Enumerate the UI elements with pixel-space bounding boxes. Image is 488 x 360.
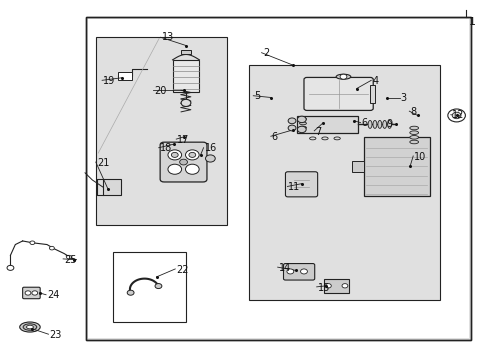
- Bar: [86, 17, 470, 339]
- FancyBboxPatch shape: [22, 287, 40, 299]
- Circle shape: [297, 126, 305, 133]
- Text: 12: 12: [451, 111, 463, 121]
- Text: 22: 22: [176, 265, 188, 275]
- Circle shape: [171, 152, 178, 157]
- Ellipse shape: [409, 126, 418, 130]
- FancyBboxPatch shape: [160, 142, 206, 182]
- Ellipse shape: [377, 121, 381, 129]
- Circle shape: [287, 118, 295, 124]
- Circle shape: [155, 284, 162, 289]
- FancyBboxPatch shape: [283, 264, 314, 280]
- FancyBboxPatch shape: [285, 172, 317, 197]
- Bar: [249, 65, 439, 300]
- Circle shape: [339, 74, 346, 79]
- Text: 1: 1: [468, 17, 475, 27]
- Circle shape: [167, 150, 181, 160]
- Ellipse shape: [299, 122, 306, 125]
- Text: 18: 18: [159, 143, 172, 153]
- Circle shape: [30, 241, 35, 244]
- Bar: [103, 179, 121, 195]
- Circle shape: [325, 284, 330, 288]
- Ellipse shape: [299, 126, 306, 129]
- Text: 21: 21: [97, 158, 109, 168]
- Bar: [351, 161, 363, 172]
- Circle shape: [188, 152, 195, 157]
- Ellipse shape: [387, 121, 391, 129]
- Text: 5: 5: [254, 91, 260, 101]
- Text: 17: 17: [177, 135, 189, 145]
- Bar: [369, 85, 374, 103]
- Text: 7: 7: [315, 127, 321, 136]
- Text: 8: 8: [409, 107, 416, 117]
- Circle shape: [25, 291, 31, 295]
- Circle shape: [32, 291, 38, 295]
- Circle shape: [185, 150, 199, 160]
- Ellipse shape: [23, 324, 37, 330]
- Text: 6: 6: [271, 132, 277, 142]
- Text: 3: 3: [400, 93, 406, 103]
- Bar: [88, 19, 468, 338]
- Circle shape: [181, 99, 190, 107]
- Ellipse shape: [333, 137, 340, 140]
- Text: 4: 4: [371, 76, 378, 86]
- Text: 6: 6: [361, 118, 367, 128]
- Circle shape: [341, 284, 347, 288]
- Bar: [324, 279, 348, 293]
- FancyBboxPatch shape: [304, 77, 372, 111]
- Text: 23: 23: [49, 330, 61, 340]
- Bar: [363, 137, 429, 196]
- Circle shape: [185, 164, 199, 174]
- Ellipse shape: [26, 325, 33, 329]
- Bar: [113, 252, 185, 321]
- Text: 13: 13: [161, 32, 174, 42]
- Ellipse shape: [409, 131, 418, 134]
- Bar: [181, 50, 190, 54]
- Circle shape: [49, 246, 54, 250]
- Circle shape: [179, 159, 187, 165]
- Circle shape: [447, 109, 465, 122]
- Text: 10: 10: [413, 152, 426, 162]
- Circle shape: [286, 269, 293, 274]
- Circle shape: [127, 290, 134, 295]
- Ellipse shape: [409, 140, 418, 144]
- Ellipse shape: [409, 135, 418, 139]
- Ellipse shape: [382, 121, 386, 129]
- Ellipse shape: [299, 118, 306, 121]
- Text: 19: 19: [103, 76, 115, 86]
- Ellipse shape: [367, 121, 371, 129]
- Bar: [296, 116, 357, 133]
- Text: 16: 16: [204, 143, 216, 153]
- Text: 25: 25: [64, 255, 77, 265]
- Text: 9: 9: [385, 120, 391, 129]
- Bar: [172, 60, 199, 92]
- Circle shape: [66, 255, 71, 259]
- Circle shape: [287, 125, 295, 131]
- Bar: [118, 72, 132, 80]
- Circle shape: [451, 112, 460, 119]
- Circle shape: [297, 116, 305, 123]
- Circle shape: [7, 265, 14, 270]
- Ellipse shape: [321, 137, 327, 140]
- Circle shape: [300, 269, 307, 274]
- Ellipse shape: [20, 322, 40, 332]
- Text: 20: 20: [154, 86, 166, 96]
- Text: 24: 24: [47, 291, 59, 301]
- Bar: [96, 37, 227, 225]
- Circle shape: [167, 164, 181, 174]
- Text: 14: 14: [278, 263, 290, 273]
- Text: 15: 15: [317, 283, 329, 293]
- Text: 11: 11: [288, 182, 300, 192]
- Text: 2: 2: [263, 48, 269, 58]
- Bar: [86, 17, 470, 339]
- Ellipse shape: [335, 74, 350, 79]
- Ellipse shape: [309, 137, 315, 140]
- Circle shape: [205, 155, 215, 162]
- Ellipse shape: [372, 121, 376, 129]
